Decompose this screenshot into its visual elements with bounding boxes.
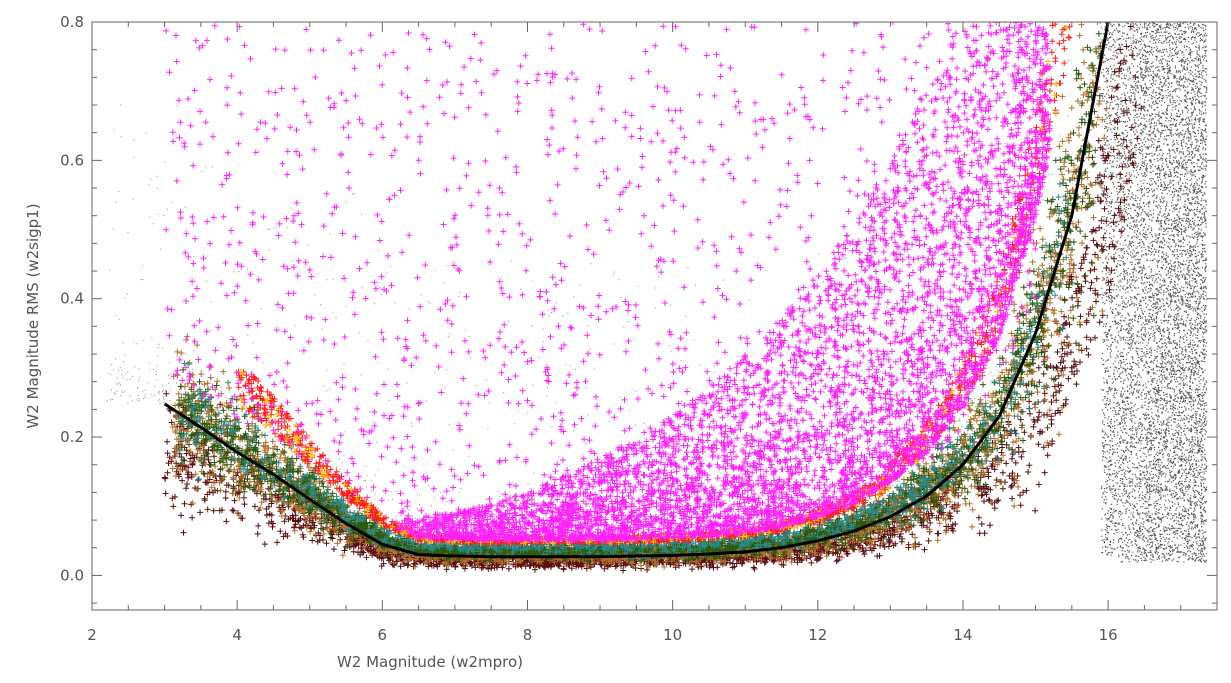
tick-labels: 2 4 6 8 10 12 14 16 0.0 0.2 0.4 0.6 0.8 bbox=[60, 13, 1118, 644]
x-tick-label: 16 bbox=[1099, 626, 1118, 644]
x-tick-label: 8 bbox=[523, 626, 533, 644]
plot-frame bbox=[91, 21, 1218, 611]
x-tick-label: 10 bbox=[663, 626, 682, 644]
axes bbox=[91, 21, 1218, 611]
magenta-points bbox=[163, 22, 1053, 543]
y-tick-label: 0.0 bbox=[60, 566, 84, 584]
x-tick-label: 12 bbox=[808, 626, 827, 644]
x-tick-label: 4 bbox=[232, 626, 242, 644]
green-points bbox=[176, 30, 1104, 564]
x-tick-label: 2 bbox=[87, 626, 97, 644]
y-axis-label: W2 Magnitude RMS (w2sigp1) bbox=[24, 203, 42, 428]
y-tick-label: 0.4 bbox=[60, 290, 84, 308]
y-tick-label: 0.2 bbox=[60, 428, 84, 446]
faint-source-points bbox=[1100, 22, 1208, 563]
y-tick-label: 0.6 bbox=[60, 151, 84, 169]
x-tick-label: 6 bbox=[378, 626, 388, 644]
x-axis-label: W2 Magnitude (w2mpro) bbox=[337, 653, 523, 671]
trend-line bbox=[163, 22, 1110, 559]
trend-line-layer bbox=[163, 22, 1110, 559]
y-tick-label: 0.8 bbox=[60, 13, 84, 31]
x-tick-label: 14 bbox=[953, 626, 972, 644]
data-points bbox=[106, 22, 1208, 574]
